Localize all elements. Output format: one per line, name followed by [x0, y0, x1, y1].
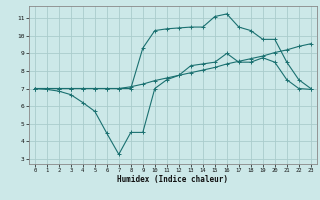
X-axis label: Humidex (Indice chaleur): Humidex (Indice chaleur) — [117, 175, 228, 184]
